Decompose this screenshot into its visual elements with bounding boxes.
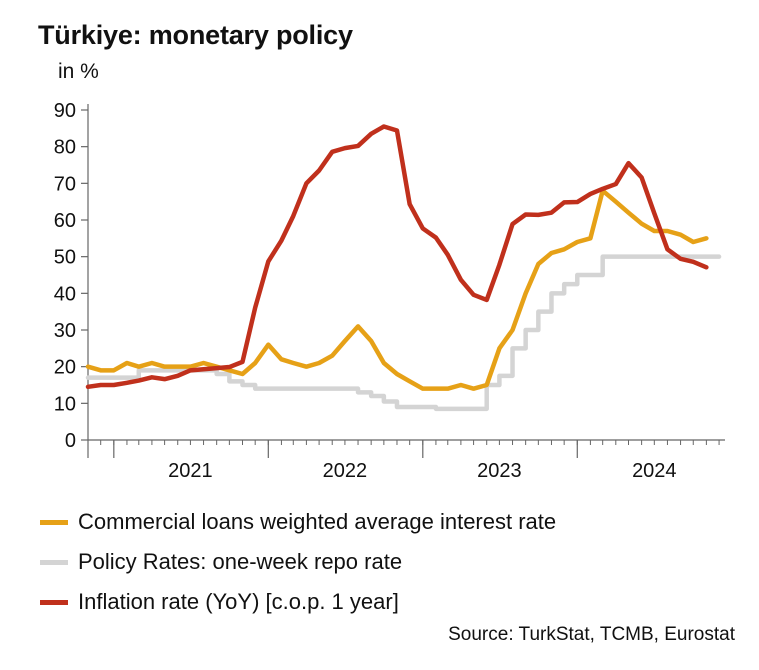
legend-swatch-policy bbox=[40, 559, 68, 565]
line-chart: 0 10 20 30 40 50 60 70 80 90 2021 2022 2023 2024 bbox=[54, 100, 725, 482]
y-axis-unit-label: in % bbox=[58, 60, 99, 83]
x-tick-label: 2022 bbox=[323, 460, 368, 482]
y-axis: 0 10 20 30 40 50 60 70 80 90 bbox=[54, 100, 89, 452]
y-tick-label: 40 bbox=[54, 283, 76, 305]
legend-swatch-inflation bbox=[40, 599, 68, 605]
legend-item-commercial: Commercial loans weighted average intere… bbox=[40, 502, 556, 542]
x-tick-label: 2021 bbox=[168, 460, 213, 482]
legend-label-policy: Policy Rates: one-week repo rate bbox=[78, 549, 403, 574]
series-line-policy bbox=[85, 254, 722, 412]
series-line-inflation bbox=[85, 124, 709, 390]
source-note: Source: TurkStat, TCMB, Eurostat bbox=[448, 624, 735, 645]
series-layer bbox=[85, 124, 722, 412]
legend-label-inflation: Inflation rate (YoY) [c.o.p. 1 year] bbox=[78, 589, 399, 614]
y-tick-label: 70 bbox=[54, 173, 76, 195]
y-tick-label: 80 bbox=[54, 137, 76, 159]
legend-swatch-commercial bbox=[40, 519, 68, 525]
y-tick-label: 0 bbox=[65, 430, 76, 452]
chart-title: Türkiye: monetary policy bbox=[38, 20, 353, 50]
y-tick-label: 30 bbox=[54, 320, 76, 342]
legend-label-commercial: Commercial loans weighted average intere… bbox=[78, 509, 557, 534]
y-tick-label: 20 bbox=[54, 357, 76, 379]
series-line-commercial bbox=[85, 188, 709, 391]
legend: Commercial loans weighted average intere… bbox=[40, 502, 556, 622]
y-tick-label: 60 bbox=[54, 210, 76, 232]
x-axis: 2021 2022 2023 2024 bbox=[87, 439, 725, 482]
y-tick-label: 10 bbox=[54, 393, 76, 415]
y-tick-label: 90 bbox=[54, 100, 76, 122]
legend-item-policy: Policy Rates: one-week repo rate bbox=[40, 542, 556, 582]
legend-item-inflation: Inflation rate (YoY) [c.o.p. 1 year] bbox=[40, 582, 556, 622]
x-tick-label: 2024 bbox=[632, 460, 677, 482]
x-tick-label: 2023 bbox=[477, 460, 522, 482]
y-tick-label: 50 bbox=[54, 247, 76, 269]
